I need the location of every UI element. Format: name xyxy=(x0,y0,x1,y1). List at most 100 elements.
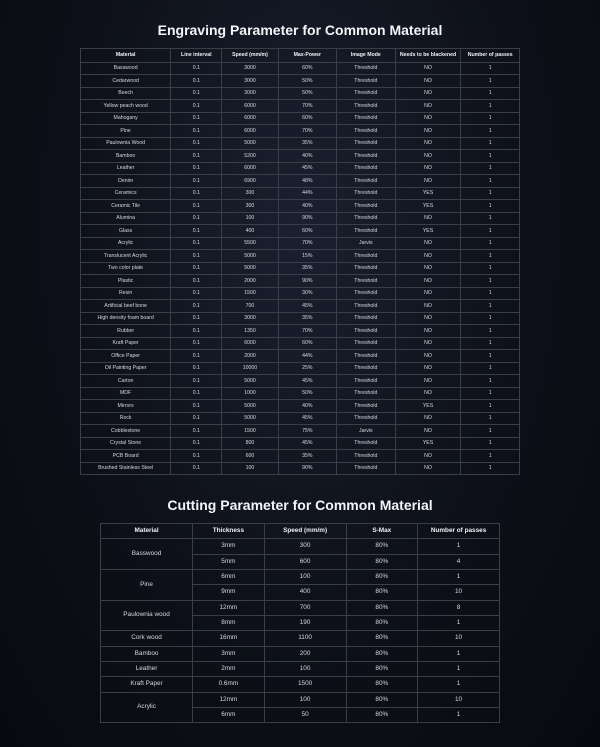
cell: Threshold xyxy=(337,350,396,363)
cell: Threshold xyxy=(337,300,396,313)
table-row: Pine0.1600070%ThresholdNO1 xyxy=(81,125,520,138)
cell: 1100 xyxy=(264,631,346,646)
cell: 5500 xyxy=(222,237,278,250)
cell: 6000 xyxy=(222,337,278,350)
cell: NO xyxy=(395,450,461,463)
cell: Carton xyxy=(81,375,171,388)
engraving-col-5: Needs to be blackened xyxy=(395,49,461,63)
material-cell: Pine xyxy=(101,569,193,600)
cell: 35% xyxy=(278,137,337,150)
cutting-title: Cutting Parameter for Common Material xyxy=(0,497,600,513)
cell: 45% xyxy=(278,300,337,313)
cell: Cobblestone xyxy=(81,425,171,438)
cell: Jarvis xyxy=(337,237,396,250)
cell: 12mm xyxy=(193,600,265,615)
cell: Pine xyxy=(81,125,171,138)
engraving-col-2: Speed (mm/m) xyxy=(222,49,278,63)
cell: 1 xyxy=(461,87,520,100)
material-cell: Leather xyxy=(101,661,193,676)
cell: 0.1 xyxy=(171,237,222,250)
cell: 5200 xyxy=(222,150,278,163)
cell: 5000 xyxy=(222,400,278,413)
cell: 0.1 xyxy=(171,112,222,125)
cell: Artificial beef bone xyxy=(81,300,171,313)
cell: 0.1 xyxy=(171,337,222,350)
cell: 1 xyxy=(461,350,520,363)
cell: YES xyxy=(395,187,461,200)
cell: NO xyxy=(395,237,461,250)
cell: 50 xyxy=(264,707,346,722)
engraving-title: Engraving Parameter for Common Material xyxy=(0,22,600,38)
cell: Threshold xyxy=(337,175,396,188)
cell: 75% xyxy=(278,425,337,438)
cell: 1 xyxy=(461,137,520,150)
cell: Mirrors xyxy=(81,400,171,413)
cell: 0.1 xyxy=(171,175,222,188)
cell: Threshold xyxy=(337,462,396,475)
cell: 1 xyxy=(461,312,520,325)
cell: Bamboo xyxy=(81,150,171,163)
table-row: Two color plate0.1500035%ThresholdNO1 xyxy=(81,262,520,275)
cell: Leather xyxy=(81,162,171,175)
cell: 60% xyxy=(278,112,337,125)
cell: 80% xyxy=(346,692,418,707)
cell: 0.1 xyxy=(171,225,222,238)
cell: 1 xyxy=(461,287,520,300)
cell: 3000 xyxy=(222,87,278,100)
cell: 200 xyxy=(264,646,346,661)
cell: 12mm xyxy=(193,692,265,707)
table-row: Kraft Paper0.1600060%ThresholdNO1 xyxy=(81,337,520,350)
table-row: Translucent Acrylic0.1500015%ThresholdNO… xyxy=(81,250,520,263)
cell: NO xyxy=(395,350,461,363)
table-row: Brushed Stainless Steel0.110090%Threshol… xyxy=(81,462,520,475)
cell: 6900 xyxy=(222,175,278,188)
cell: 44% xyxy=(278,187,337,200)
cell: 25% xyxy=(278,362,337,375)
table-row: Carton0.1500045%ThresholdNO1 xyxy=(81,375,520,388)
cell: NO xyxy=(395,287,461,300)
cell: 6000 xyxy=(222,100,278,113)
material-cell: Acrylic xyxy=(101,692,193,723)
cell: Threshold xyxy=(337,200,396,213)
cell: PCB Board xyxy=(81,450,171,463)
material-cell: Cork wood xyxy=(101,631,193,646)
cell: Threshold xyxy=(337,225,396,238)
cell: NO xyxy=(395,75,461,88)
cell: 90% xyxy=(278,462,337,475)
cell: 300 xyxy=(264,539,346,554)
cell: 15% xyxy=(278,250,337,263)
cell: Threshold xyxy=(337,87,396,100)
cell: 1 xyxy=(418,615,500,630)
cell: 700 xyxy=(264,600,346,615)
cell: 80% xyxy=(346,646,418,661)
cell: 1 xyxy=(418,646,500,661)
table-row: Cork wood16mm110080%10 xyxy=(101,631,500,646)
cell: 0.1 xyxy=(171,350,222,363)
cell: 190 xyxy=(264,615,346,630)
cell: 44% xyxy=(278,350,337,363)
cell: NO xyxy=(395,312,461,325)
cell: 3000 xyxy=(222,75,278,88)
cell: 1 xyxy=(418,677,500,692)
cell: 1 xyxy=(461,150,520,163)
cell: 1 xyxy=(461,162,520,175)
table-row: Beech0.1300050%ThresholdNO1 xyxy=(81,87,520,100)
cell: NO xyxy=(395,150,461,163)
cell: NO xyxy=(395,125,461,138)
cell: 1 xyxy=(461,187,520,200)
cell: 3mm xyxy=(193,646,265,661)
cell: Beech xyxy=(81,87,171,100)
cell: Paulownia Wood xyxy=(81,137,171,150)
cell: Threshold xyxy=(337,287,396,300)
cell: MDF xyxy=(81,387,171,400)
material-cell: Kraft Paper xyxy=(101,677,193,692)
cell: 0.1 xyxy=(171,437,222,450)
cell: Threshold xyxy=(337,412,396,425)
cell: 0.6mm xyxy=(193,677,265,692)
cell: Two color plate xyxy=(81,262,171,275)
cell: NO xyxy=(395,425,461,438)
table-row: PCB Board0.160035%ThresholdNO1 xyxy=(81,450,520,463)
cell: 0.1 xyxy=(171,300,222,313)
cell: 0.1 xyxy=(171,75,222,88)
cell: 100 xyxy=(264,692,346,707)
